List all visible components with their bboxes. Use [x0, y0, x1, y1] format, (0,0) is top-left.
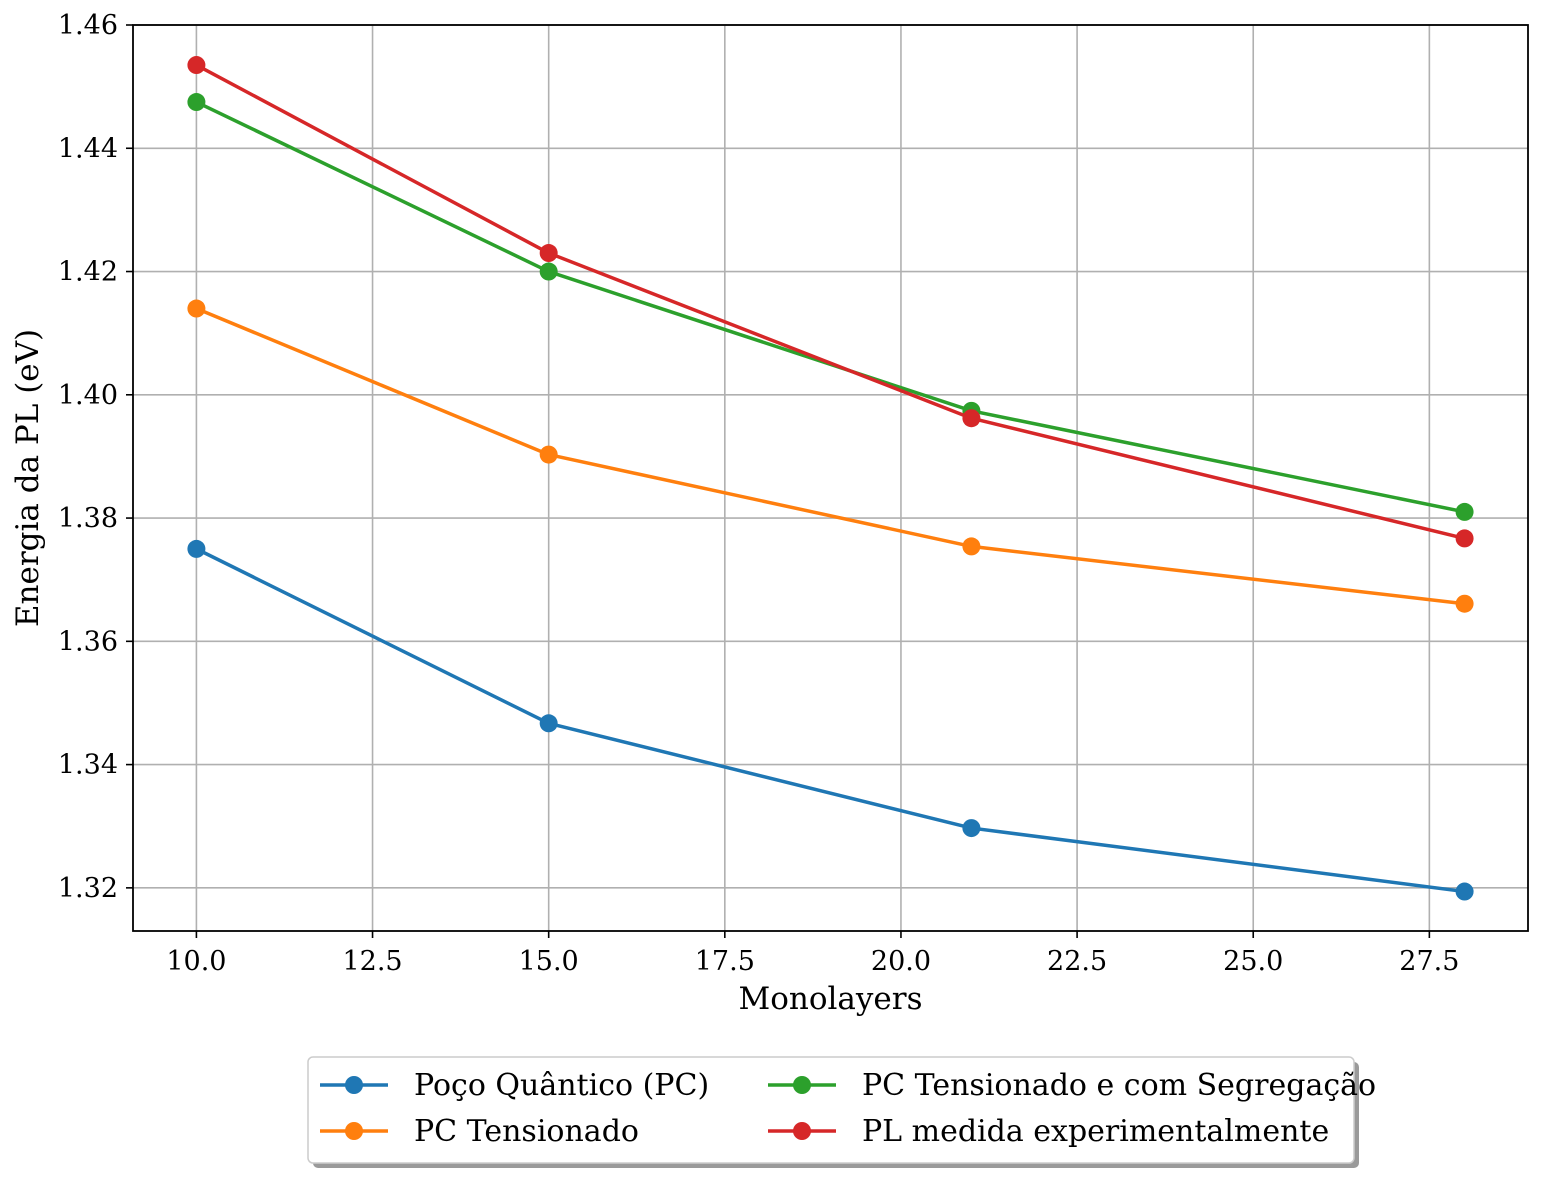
y-axis-label: Energia da PL (eV) — [10, 329, 46, 627]
series-line — [195, 306, 1465, 606]
series-3 — [187, 93, 1474, 521]
x-tick-label: 22.5 — [1047, 946, 1107, 977]
x-tick-label: 25.0 — [1223, 946, 1283, 977]
y-tick-label: 1.38 — [58, 503, 118, 534]
x-axis-label: Monolayers — [738, 981, 922, 1017]
legend-item: PL medida experimentalmente — [768, 1114, 1329, 1149]
y-tick-label: 1.44 — [58, 133, 118, 164]
legend-item: PC Tensionado — [320, 1114, 639, 1149]
y-tick-label: 1.34 — [58, 750, 118, 781]
x-tick-label: 10.0 — [166, 946, 226, 977]
series-layer — [187, 56, 1474, 901]
x-tick-label: 27.5 — [1399, 946, 1459, 977]
x-tick-label: 20.0 — [871, 946, 931, 977]
data-point — [539, 445, 558, 464]
data-point — [1455, 529, 1474, 548]
series-line — [195, 63, 1466, 541]
data-point — [539, 714, 558, 733]
x-tick-label: 15.0 — [519, 946, 579, 977]
x-tick-label: 17.5 — [695, 946, 755, 977]
grid — [133, 24, 1528, 931]
data-point — [1455, 882, 1474, 901]
series-4 — [187, 56, 1474, 548]
y-tick-label: 1.32 — [58, 873, 118, 904]
legend-marker — [345, 1122, 363, 1140]
data-point — [187, 56, 206, 75]
data-point — [1455, 594, 1474, 613]
data-point — [539, 244, 558, 263]
y-tick-label: 1.42 — [58, 257, 118, 288]
plot-frame — [132, 24, 1529, 932]
series-1 — [187, 539, 1474, 901]
legend-box — [307, 1056, 1355, 1164]
data-point — [539, 262, 558, 281]
series-line — [195, 100, 1465, 514]
legend: Poço Quântico (PC) PC Tensionado PC Tensio… — [307, 1056, 1376, 1168]
data-point — [1455, 502, 1474, 521]
ticks: 10.0 12.5 15.0 17.5 20.0 22.5 25.0 27.5 1.32 1.34… — [58, 10, 1460, 977]
series-line — [195, 547, 1465, 894]
x-tick-label: 12.5 — [342, 946, 402, 977]
data-point — [187, 539, 206, 558]
legend-marker — [793, 1122, 811, 1140]
legend-marker — [345, 1076, 363, 1094]
data-point — [962, 537, 981, 556]
legend-label: Poço Quântico (PC) — [414, 1068, 709, 1103]
data-point — [187, 93, 206, 112]
legend-label: PC Tensionado — [414, 1114, 639, 1149]
series-2 — [187, 299, 1474, 613]
legend-item: PC Tensionado e com Segregação — [768, 1068, 1376, 1103]
y-tick-label: 1.36 — [58, 626, 118, 657]
y-tick-label: 1.46 — [58, 10, 118, 41]
legend-marker — [793, 1076, 811, 1094]
data-point — [187, 299, 206, 318]
legend-label: PL medida experimentalmente — [862, 1114, 1329, 1149]
legend-item: Poço Quântico (PC) — [320, 1068, 709, 1103]
y-tick-label: 1.40 — [58, 380, 118, 411]
legend-label: PC Tensionado e com Segregação — [862, 1068, 1376, 1103]
data-point — [962, 409, 981, 428]
data-point — [962, 819, 981, 838]
